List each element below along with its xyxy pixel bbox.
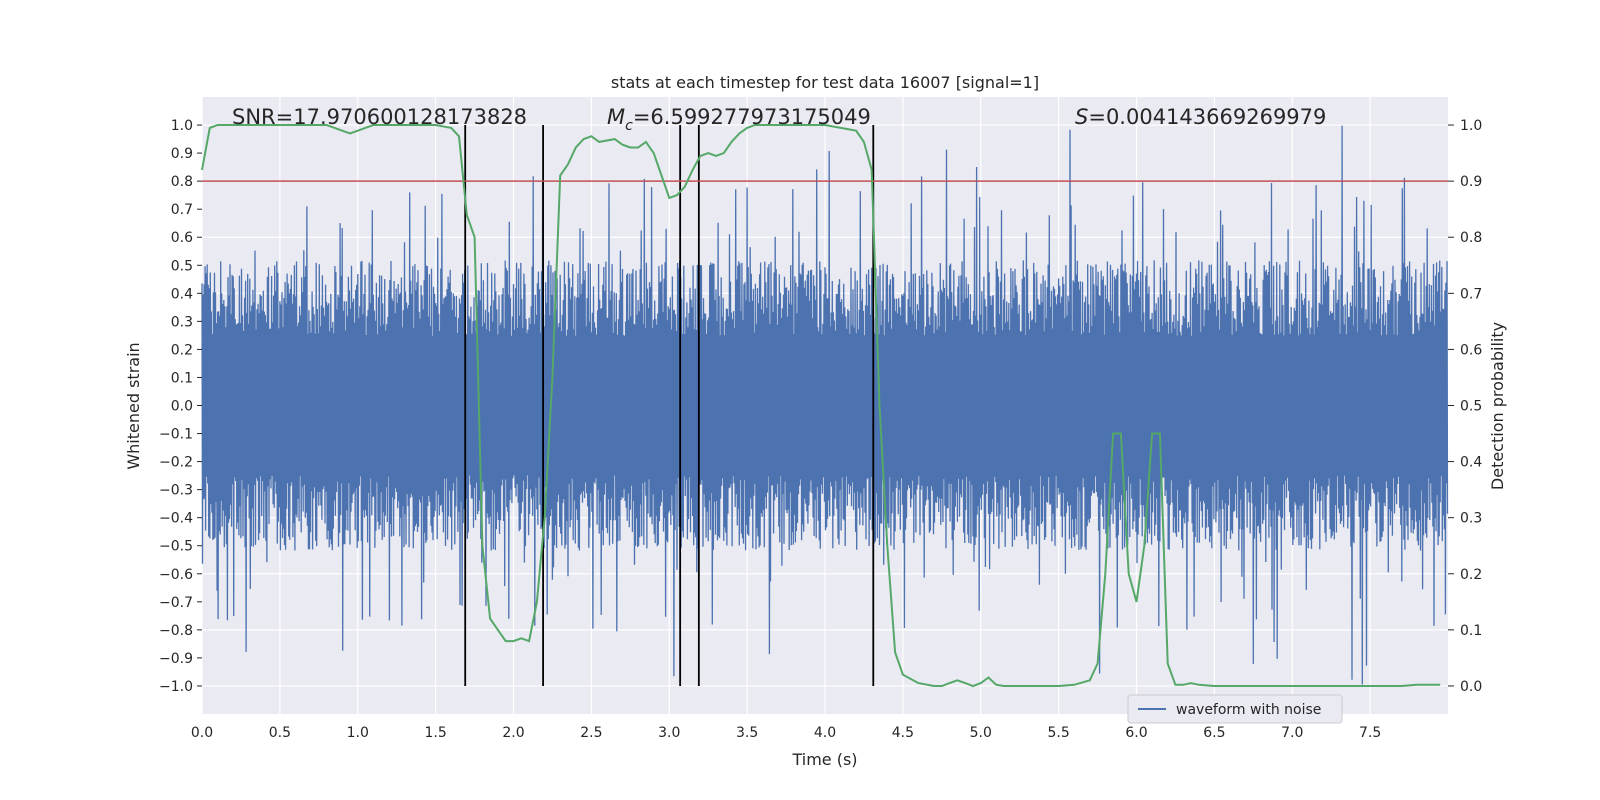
chirp-mass-symbol: M xyxy=(607,105,625,129)
y-tick-label: 0.7 xyxy=(171,202,193,218)
y-right-tick-label: 0.6 xyxy=(1460,342,1482,358)
y-right-tick-label: 0.4 xyxy=(1460,455,1482,471)
y-tick-label: −0.3 xyxy=(159,483,193,499)
y-right-tick-label: 0.0 xyxy=(1460,679,1482,695)
x-tick-label: 7.5 xyxy=(1359,725,1381,741)
x-tick-label: 1.0 xyxy=(347,725,369,741)
y-tick-label: 0.4 xyxy=(171,286,193,302)
x-tick-label: 6.5 xyxy=(1203,725,1225,741)
y-right-tick-label: 0.5 xyxy=(1460,399,1482,415)
y-tick-label: 1.0 xyxy=(171,118,193,134)
x-tick-label: 1.5 xyxy=(424,725,446,741)
y-right-tick-label: 0.9 xyxy=(1460,174,1482,190)
y-tick-label: −0.4 xyxy=(159,511,193,527)
y-tick-label: −1.0 xyxy=(159,679,193,695)
snr-annotation: SNR=17.970600128173828 xyxy=(232,105,527,129)
ticks: 0.0 0.5 1.0 1.5 2.0 2.5 3.0 3.5 4.0 4.5 5.0 5.5 6.0 6… xyxy=(159,118,1482,741)
y-tick-label: 0.6 xyxy=(171,230,193,246)
s-value: =0.004143669269979 xyxy=(1088,105,1326,129)
y-right-tick-label: 0.8 xyxy=(1460,230,1482,246)
y-tick-label: 0.0 xyxy=(171,399,193,415)
y-tick-label: 0.5 xyxy=(171,258,193,274)
probability-line xyxy=(201,124,1441,688)
segment-lines xyxy=(464,125,875,686)
y-right-tick-label: 0.1 xyxy=(1460,623,1482,639)
x-tick-label: 4.0 xyxy=(814,725,836,741)
waveform-series xyxy=(201,125,1449,685)
legend-box xyxy=(1127,694,1343,724)
y-right-tick-label: 1.0 xyxy=(1460,118,1482,134)
x-tick-label: 7.0 xyxy=(1281,725,1303,741)
x-tick-label: 5.0 xyxy=(970,725,992,741)
s-symbol: S xyxy=(1075,105,1088,129)
y-tick-label: 0.2 xyxy=(171,342,193,358)
x-tick-label: 3.0 xyxy=(658,725,680,741)
waveform-line xyxy=(201,125,1449,685)
y-tick-label: −0.2 xyxy=(159,455,193,471)
y-tick-label: −0.1 xyxy=(159,427,193,443)
chirp-mass-subscript: c xyxy=(625,118,633,134)
y-tick-label: −0.7 xyxy=(159,595,193,611)
x-tick-label: 2.0 xyxy=(502,725,524,741)
chart-title: stats at each timestep for test data 160… xyxy=(611,73,1039,92)
x-tick-label: 0.5 xyxy=(269,725,291,741)
y-tick-label: −0.6 xyxy=(159,567,193,583)
x-tick-label: 5.5 xyxy=(1047,725,1069,741)
legend-label: waveform with noise xyxy=(1176,702,1321,718)
y-right-axis-label: Detection probability xyxy=(1488,322,1507,490)
y-tick-label: 0.1 xyxy=(171,370,193,386)
x-axis-label: Time (s) xyxy=(791,750,857,769)
y-axis-label: Whitened strain xyxy=(124,342,143,469)
x-tick-label: 3.5 xyxy=(736,725,758,741)
s-annotation: S=0.004143669269979 xyxy=(1075,105,1326,129)
x-tick-label: 4.5 xyxy=(892,725,914,741)
y-tick-label: 0.3 xyxy=(171,314,193,330)
chirp-mass-value: =6.599277973175049 xyxy=(633,105,871,129)
y-tick-label: 0.9 xyxy=(171,146,193,162)
y-tick-label: −0.5 xyxy=(159,539,193,555)
legend: waveform with noise xyxy=(1127,694,1343,724)
y-right-tick-label: 0.7 xyxy=(1460,286,1482,302)
y-right-tick-label: 0.2 xyxy=(1460,567,1482,583)
y-right-tick-label: 0.3 xyxy=(1460,511,1482,527)
x-tick-label: 0.0 xyxy=(191,725,213,741)
x-tick-label: 2.5 xyxy=(580,725,602,741)
y-tick-label: −0.8 xyxy=(159,623,193,639)
chirp-mass-annotation: Mc=6.599277973175049 xyxy=(607,105,871,134)
y-tick-label: 0.8 xyxy=(171,174,193,190)
y-tick-label: −0.9 xyxy=(159,651,193,667)
x-tick-label: 6.0 xyxy=(1125,725,1147,741)
